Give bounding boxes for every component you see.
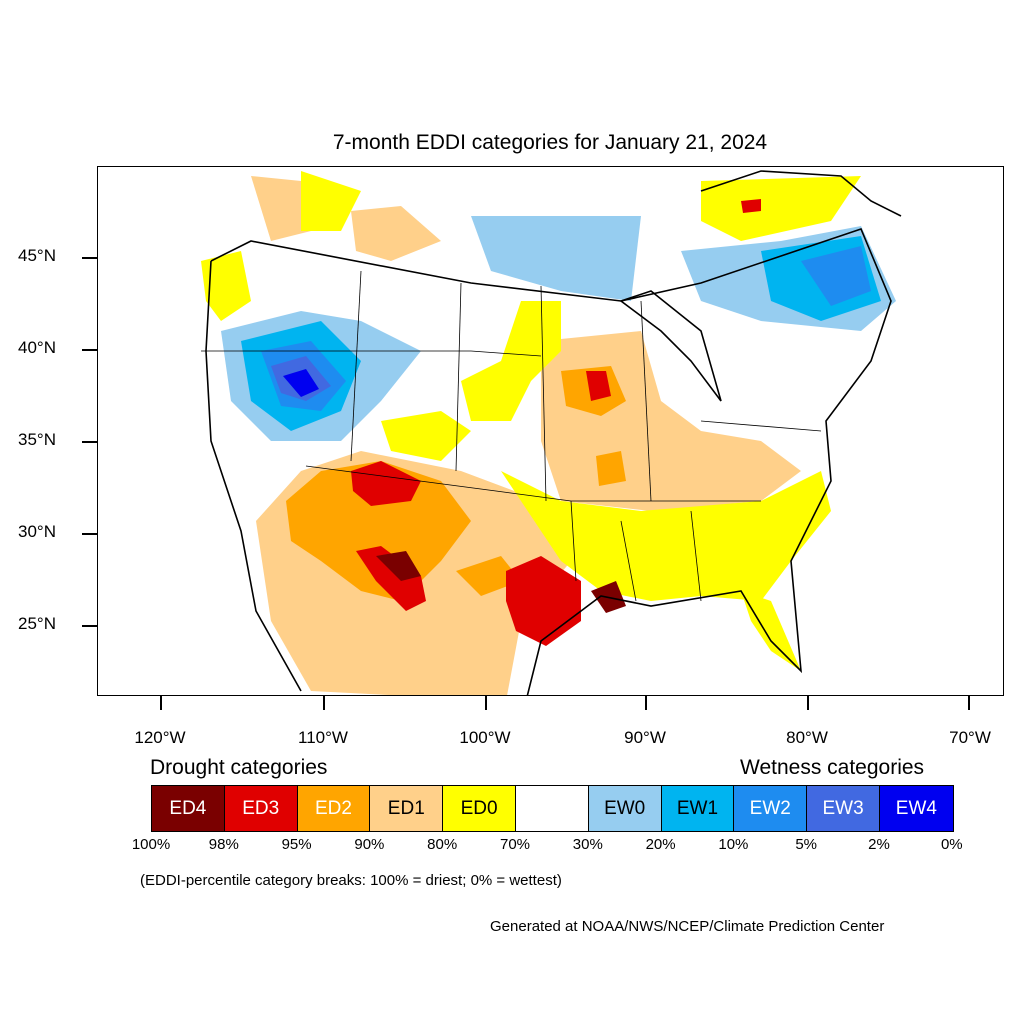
percent-break-label: 70% bbox=[499, 836, 531, 853]
ed0-region bbox=[201, 251, 251, 321]
wetness-heading: Wetness categories bbox=[740, 756, 925, 779]
eddi-map-canvas bbox=[201, 170, 902, 695]
lat-label-35: 35°N bbox=[18, 430, 56, 449]
legend-cell-ed0: ED0 bbox=[443, 786, 516, 831]
lat-label-25: 25°N bbox=[18, 614, 56, 633]
percent-break-label: 98% bbox=[208, 836, 239, 853]
ew0-region bbox=[471, 216, 641, 301]
percent-break-label: 90% bbox=[354, 836, 385, 853]
percent-break-label: 80% bbox=[427, 836, 458, 853]
lat-label-30: 30°N bbox=[18, 522, 56, 541]
ed3-region bbox=[586, 371, 611, 401]
ew2-region bbox=[801, 246, 871, 306]
ed2-region bbox=[286, 461, 471, 601]
ed0-region bbox=[461, 301, 561, 421]
legend-cell-ed4: ED4 bbox=[152, 786, 225, 831]
legend-color-bar: ED4 ED3 ED2 ED1 ED0 EW0 EW1 EW2 EW3 EW4 bbox=[151, 785, 954, 832]
percent-break-label: 20% bbox=[645, 836, 676, 853]
ed2-region bbox=[596, 451, 626, 486]
legend-cell-ew2: EW2 bbox=[734, 786, 808, 831]
lon-tick bbox=[160, 696, 162, 710]
ed0-region bbox=[381, 411, 471, 461]
ed1-region bbox=[351, 206, 441, 261]
lon-label-70: 70°W bbox=[949, 728, 991, 747]
legend-cell-ew1: EW1 bbox=[661, 786, 735, 831]
eddi-map bbox=[97, 166, 1004, 696]
legend-cell-ed2: ED2 bbox=[297, 786, 371, 831]
lon-label-80: 80°W bbox=[786, 728, 828, 747]
lon-tick bbox=[968, 696, 970, 710]
legend-cell-near-normal bbox=[515, 786, 589, 831]
ed3-region bbox=[356, 546, 426, 611]
legend-cell-ew4: EW4 bbox=[879, 786, 953, 831]
percent-break-label: 95% bbox=[281, 836, 312, 853]
percent-break-label: 5% bbox=[795, 836, 818, 853]
percent-break-label: 0% bbox=[940, 836, 963, 853]
lat-label-45: 45°N bbox=[18, 246, 56, 265]
ed3-region bbox=[506, 556, 581, 646]
lat-tick bbox=[82, 533, 97, 535]
lon-tick bbox=[645, 696, 647, 710]
ed3-region bbox=[741, 199, 761, 213]
legend-cell-ew0: EW0 bbox=[588, 786, 662, 831]
legend-cell-ed1: ED1 bbox=[370, 786, 444, 831]
credit-text: Generated at NOAA/NWS/NCEP/Climate Predi… bbox=[490, 918, 885, 935]
lat-tick bbox=[82, 441, 97, 443]
ed1-region bbox=[251, 176, 311, 241]
lon-label-110: 110°W bbox=[298, 728, 348, 747]
lat-tick bbox=[82, 349, 97, 351]
percent-break-label: 2% bbox=[868, 836, 890, 853]
ed0-region bbox=[501, 471, 831, 601]
lat-label-40: 40°N bbox=[18, 338, 56, 357]
ed0-region bbox=[741, 591, 801, 671]
lon-tick bbox=[485, 696, 487, 710]
percent-break-label: 100% bbox=[131, 836, 171, 853]
map-title: 7-month EDDI categories for January 21, … bbox=[332, 131, 768, 154]
lat-tick bbox=[82, 257, 97, 259]
ed0-region bbox=[301, 171, 361, 231]
ew4-region bbox=[283, 369, 319, 397]
ed2-region bbox=[456, 556, 521, 596]
legend-cell-ew3: EW3 bbox=[807, 786, 880, 831]
category-note: (EDDI-percentile category breaks: 100% =… bbox=[140, 872, 562, 889]
percent-break-label: 10% bbox=[718, 836, 749, 853]
lat-tick bbox=[82, 625, 97, 627]
lon-tick bbox=[323, 696, 325, 710]
percent-break-label: 30% bbox=[572, 836, 603, 853]
ed0-region bbox=[701, 176, 861, 241]
lon-label-120: 120°W bbox=[134, 728, 186, 747]
lon-tick bbox=[807, 696, 809, 710]
ed4-region bbox=[376, 551, 421, 581]
ed3-region bbox=[351, 461, 421, 506]
legend-cell-ed3: ED3 bbox=[224, 786, 298, 831]
drought-heading: Drought categories bbox=[150, 756, 328, 779]
coastlines bbox=[205, 170, 902, 695]
lon-label-90: 90°W bbox=[624, 728, 666, 747]
lon-label-100: 100°W bbox=[459, 728, 511, 747]
